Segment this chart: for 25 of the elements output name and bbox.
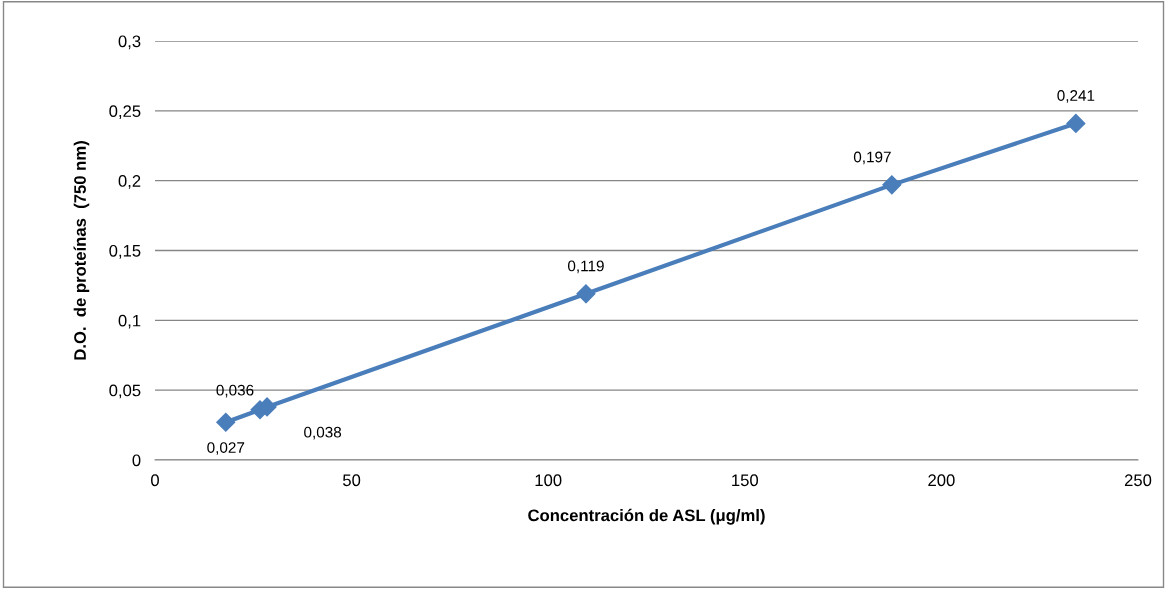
data-label: 0,038 <box>304 426 342 440</box>
y-tick-label: 0,1 <box>118 314 141 329</box>
x-tick-label: 100 <box>535 474 562 487</box>
point <box>216 412 236 432</box>
point <box>576 284 596 304</box>
point <box>882 175 902 195</box>
data-label: 0,036 <box>216 384 254 398</box>
y-tick-label: 0,2 <box>118 175 141 189</box>
data-label: 0,197 <box>853 151 891 165</box>
y-tick-label: 0,15 <box>109 244 141 259</box>
x-tick-label: 50 <box>343 474 361 487</box>
point <box>1066 113 1086 133</box>
data-label: 0,241 <box>1057 90 1095 103</box>
y-tick-label: 0,3 <box>118 35 141 50</box>
y-axis-title: D.O. de proteínas (750 nm) <box>73 141 90 360</box>
y-tick-label: 0,25 <box>109 105 141 120</box>
x-tick-label: 250 <box>1124 474 1152 487</box>
y-tick-label: 0 <box>132 454 141 467</box>
x-tick-label: 0 <box>151 474 159 487</box>
y-tick-label: 0,05 <box>109 384 141 399</box>
data-label: 0,027 <box>207 442 245 455</box>
data-label: 0,119 <box>567 260 604 274</box>
x-tick-label: 200 <box>928 474 955 487</box>
x-axis-title: Concentración de ASL (μg/ml) <box>528 508 765 525</box>
x-tick-label: 150 <box>732 474 759 487</box>
